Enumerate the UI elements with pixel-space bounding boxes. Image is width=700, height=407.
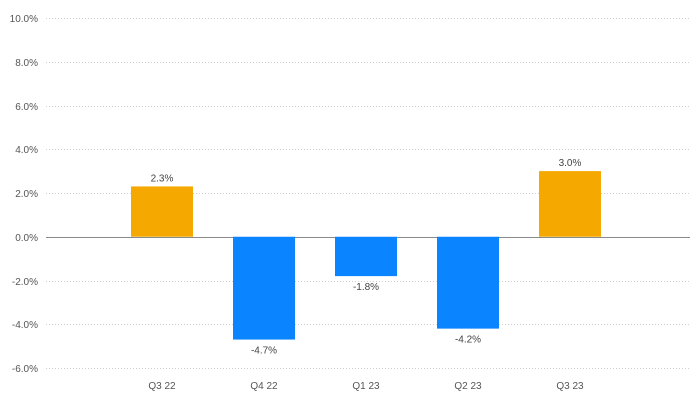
bars-layer <box>131 171 601 340</box>
x-tick-label: Q3 23 <box>556 381 584 392</box>
y-tick-label: 6.0% <box>15 102 38 113</box>
x-tick-label: Q4 22 <box>250 381 278 392</box>
y-tick-label: 8.0% <box>15 58 38 69</box>
y-tick-label: 2.0% <box>15 189 38 200</box>
y-tick-label: 0.0% <box>15 233 38 244</box>
x-tick-label: Q2 23 <box>454 381 482 392</box>
data-label: 3.0% <box>559 158 582 169</box>
x-tick-label: Q1 23 <box>352 381 380 392</box>
bar-q4-22 <box>233 236 295 340</box>
data-label: -4.7% <box>251 346 277 357</box>
y-tick-label: -2.0% <box>12 277 38 288</box>
y-axis-tick-labels: -6.0% -4.0% -2.0% 0.0% 2.0% 4.0% 6.0% 8.0% 10.0% <box>10 14 38 375</box>
data-label: -1.8% <box>353 282 379 293</box>
y-tick-label: 4.0% <box>15 145 38 156</box>
x-tick-label: Q3 22 <box>148 381 176 392</box>
data-label: -4.2% <box>455 335 481 346</box>
y-tick-label: 10.0% <box>10 14 38 25</box>
data-label: 2.3% <box>151 173 174 184</box>
y-tick-label: -6.0% <box>12 364 38 375</box>
bar-q1-23 <box>335 236 397 277</box>
y-tick-label: -4.0% <box>12 320 38 331</box>
x-axis-tick-labels: Q3 22 Q4 22 Q1 23 Q2 23 Q3 23 <box>148 381 584 392</box>
data-labels-layer: 2.3% -4.7% -1.8% -4.2% 3.0% <box>151 158 582 356</box>
bar-q3-23 <box>539 171 601 237</box>
grid-layer <box>46 18 690 369</box>
bar-q2-23 <box>437 236 499 329</box>
bar-q3-22 <box>131 186 193 237</box>
